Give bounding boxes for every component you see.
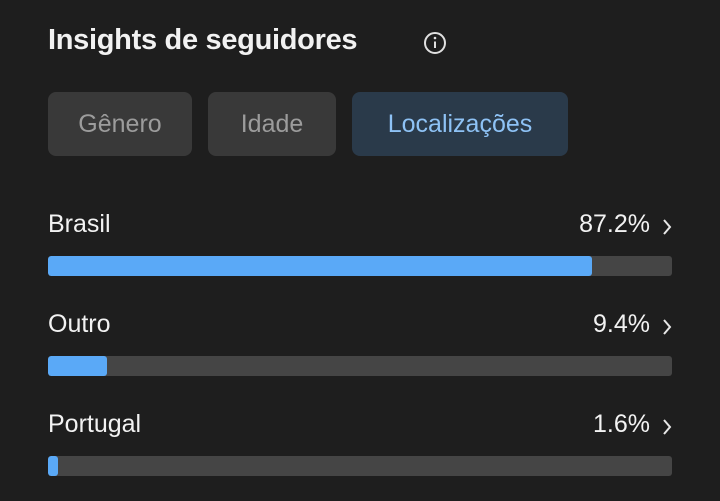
location-name: Outro bbox=[48, 310, 111, 338]
chevron[interactable] bbox=[661, 218, 673, 236]
bar-track bbox=[48, 256, 672, 276]
chevron-line bbox=[663, 219, 672, 235]
chevron[interactable] bbox=[661, 418, 673, 436]
bar bbox=[48, 256, 593, 276]
location-name: Portugal bbox=[48, 410, 142, 438]
chevron[interactable] bbox=[661, 318, 673, 336]
chevron-line bbox=[663, 419, 672, 435]
title: Insights de seguidores bbox=[48, 24, 358, 56]
tab[interactable]: Gênero bbox=[48, 92, 192, 156]
tab[interactable]: Idade bbox=[208, 92, 336, 156]
location-percent: 9.4% bbox=[593, 310, 650, 338]
bar-track bbox=[48, 456, 672, 476]
location-percent: 87.2% bbox=[579, 210, 650, 238]
bar bbox=[48, 456, 58, 476]
bar bbox=[48, 356, 107, 376]
tab[interactable]: Localizações bbox=[352, 92, 568, 156]
chevron-line bbox=[663, 319, 672, 335]
location-percent: 1.6% bbox=[593, 410, 650, 438]
location-name: Brasil bbox=[48, 210, 111, 238]
info-icon[interactable] bbox=[423, 31, 447, 55]
bar-track bbox=[48, 356, 672, 376]
